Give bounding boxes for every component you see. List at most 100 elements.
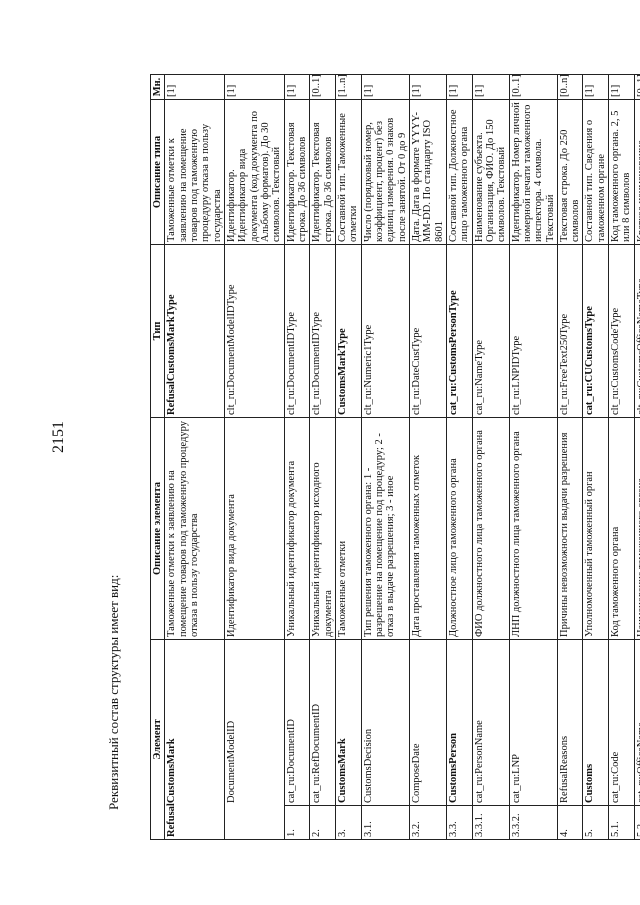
multiplicity: [0..1] [509, 74, 558, 100]
multiplicity: [1] [361, 74, 410, 100]
page-number: 2151 [50, 421, 67, 453]
table-row: 3.1. CustomsDecision Тип решения таможенно… [361, 74, 410, 840]
multiplicity: [1] [472, 74, 510, 100]
element-description: Должностное лицо таможенного органа [446, 417, 473, 640]
header-row: Элемент Описание элемента Тип Описание т… [150, 74, 165, 840]
row-number: 3.3.1. [472, 805, 510, 840]
table-row: 5. Customs Уполномоченный таможенный орган… [582, 74, 609, 840]
multiplicity: [1] [608, 74, 635, 100]
element-description: Идентификатор вида документа [224, 417, 285, 640]
type-name: cat_ru:NameType [472, 244, 510, 418]
type-description: Число (порядковый номер, коэффициент, пр… [361, 99, 410, 245]
element-description: ЛНП должностного лица таможенного органа [509, 417, 558, 640]
element-description: Уникальный идентификатор документа [284, 417, 310, 640]
type-description: Идентификатор. Идентификатор вида докуме… [224, 99, 285, 245]
multiplicity: [0..n] [557, 74, 583, 100]
element-description: Дата проставления таможенных отметок [409, 417, 447, 640]
type-name: cat_ru:CUCustomsType [582, 244, 609, 418]
table-row: 3.3. CustomsPerson Должностное лицо таможе… [446, 74, 473, 840]
row-number: 3.3.2. [509, 805, 558, 840]
element-description: Наименование таможенного органа [634, 417, 640, 640]
element-name: Customs [582, 639, 609, 806]
multiplicity: [1] [409, 74, 447, 100]
row-number: 5.1. [608, 805, 635, 840]
row-number: 3.2. [409, 805, 447, 840]
type-name: clt_ru:LNPIDType [509, 244, 558, 418]
element-name: cat_ru:RefDocumentID [309, 639, 336, 806]
table-row: 1. cat_ru:DocumentID Уникальный идентифика… [284, 74, 310, 840]
element-name: cat_ru:DocumentID [284, 639, 310, 806]
type-description: Краткое наименование таможенного органа.… [634, 99, 640, 245]
type-description: Код таможенного органа. 2, 5 или 8 симво… [608, 99, 635, 245]
type-description: Дата. Дата в формате YYYY-MM-DD. По стан… [409, 99, 447, 245]
type-name: clt_ru:FreeText250Type [557, 244, 583, 418]
multiplicity: [1] [582, 74, 609, 100]
header-cell: Тип [150, 244, 165, 418]
header-cell: Описание элемента [150, 417, 165, 640]
type-description: Идентификатор. Номер личной номерной печ… [509, 99, 558, 245]
type-description: Составной тип. Сведения о таможенном орг… [582, 99, 609, 245]
row-number: 2. [309, 805, 336, 840]
type-description: Таможенные отметки к заявлению на помеще… [164, 99, 225, 245]
type-name: clt_ru:Numeric1Type [361, 244, 410, 418]
element-name: cat_ru:PersonName [472, 639, 510, 806]
element-description: Таможенные отметки к заявлению на помеще… [164, 417, 225, 640]
type-name: clt_ru:DateCustType [409, 244, 447, 418]
element-name: DocumentModelID [224, 639, 285, 840]
row-number: 1. [284, 805, 310, 840]
element-name: cat_ru:OfficeName [634, 639, 640, 806]
element-name: ComposeDate [409, 639, 447, 806]
element-name: CustomsDecision [361, 639, 410, 806]
table-row: 4. RefusalReasons Причины невозможности вы… [557, 74, 583, 840]
element-name: RefusalCustomsMark [164, 639, 225, 840]
type-name: clt_ru:CustomsCodeType [608, 244, 635, 418]
multiplicity: [1] [284, 74, 310, 100]
multiplicity: [1] [446, 74, 473, 100]
type-description: Текстовая строка. До 250 символов [557, 99, 583, 245]
row-number: 5. [582, 805, 609, 840]
table-row: 5.1. cat_ru:Code Код таможенного органа clt… [608, 74, 635, 840]
type-description: Наименование субъекта. Организация, ФИО.… [472, 99, 510, 245]
multiplicity: [1] [224, 74, 285, 100]
header-cell: Элемент [150, 639, 165, 840]
header-cell: Описание типа [150, 99, 165, 245]
element-name: CustomsMark [335, 639, 362, 806]
element-description: Уникальный идентификатор исходного докум… [309, 417, 336, 640]
row-number: 3. [335, 805, 362, 840]
intro-text: Реквизитный состав структуры имеет вид: [106, 574, 121, 810]
multiplicity: [0..1] [309, 74, 336, 100]
element-description: Причины невозможности выдачи разрешения [557, 417, 583, 640]
type-name: clt_ru:DocumentIDType [309, 244, 336, 418]
table-row: 3.3.2. cat_ru:LNP ЛНП должностного лица та… [509, 74, 558, 840]
multiplicity: [1] [164, 74, 225, 100]
multiplicity: [1..n] [335, 74, 362, 100]
row-number: 3.3. [446, 805, 473, 840]
type-description: Составной тип. Таможенные отметки [335, 99, 362, 245]
structure-table: Элемент Описание элемента Тип Описание т… [150, 74, 640, 840]
row-number: 3.1. [361, 805, 410, 840]
type-name: cat_ru:CustomsPersonType [446, 244, 473, 418]
type-name: clt_ru:DocumentModelIDType [224, 244, 285, 418]
table-body: RefusalCustomsMark Таможенные отметки к з… [164, 74, 640, 840]
type-description: Идентификатор. Текстовая строка. До 36 с… [284, 99, 310, 245]
element-description: Код таможенного органа [608, 417, 635, 640]
table-row: 3. CustomsMark Таможенные отметки CustomsMa… [335, 74, 362, 840]
element-name: cat_ru:Code [608, 639, 635, 806]
table-row: 3.2. ComposeDate Дата проставления таможен… [409, 74, 447, 840]
type-description: Составной тип. Должностное лицо таможенн… [446, 99, 473, 245]
row-number: 5.2. [634, 805, 640, 840]
element-description: Таможенные отметки [335, 417, 362, 640]
element-description: Уполномоченный таможенный орган [582, 417, 609, 640]
element-name: CustomsPerson [446, 639, 473, 806]
type-name: clt_ru:CustomsOfficeNameType [634, 244, 640, 418]
type-description: Идентификатор. Текстовая строка. До 36 с… [309, 99, 336, 245]
multiplicity: [0..1] [634, 74, 640, 100]
element-description: ФИО должностного лица таможенного органа [472, 417, 510, 640]
element-description: Тип решения таможенного органа: 1 - разр… [361, 417, 410, 640]
type-name: RefusalCustomsMarkType [164, 244, 225, 418]
header-cell: Мн. [150, 74, 165, 100]
type-name: CustomsMarkType [335, 244, 362, 418]
